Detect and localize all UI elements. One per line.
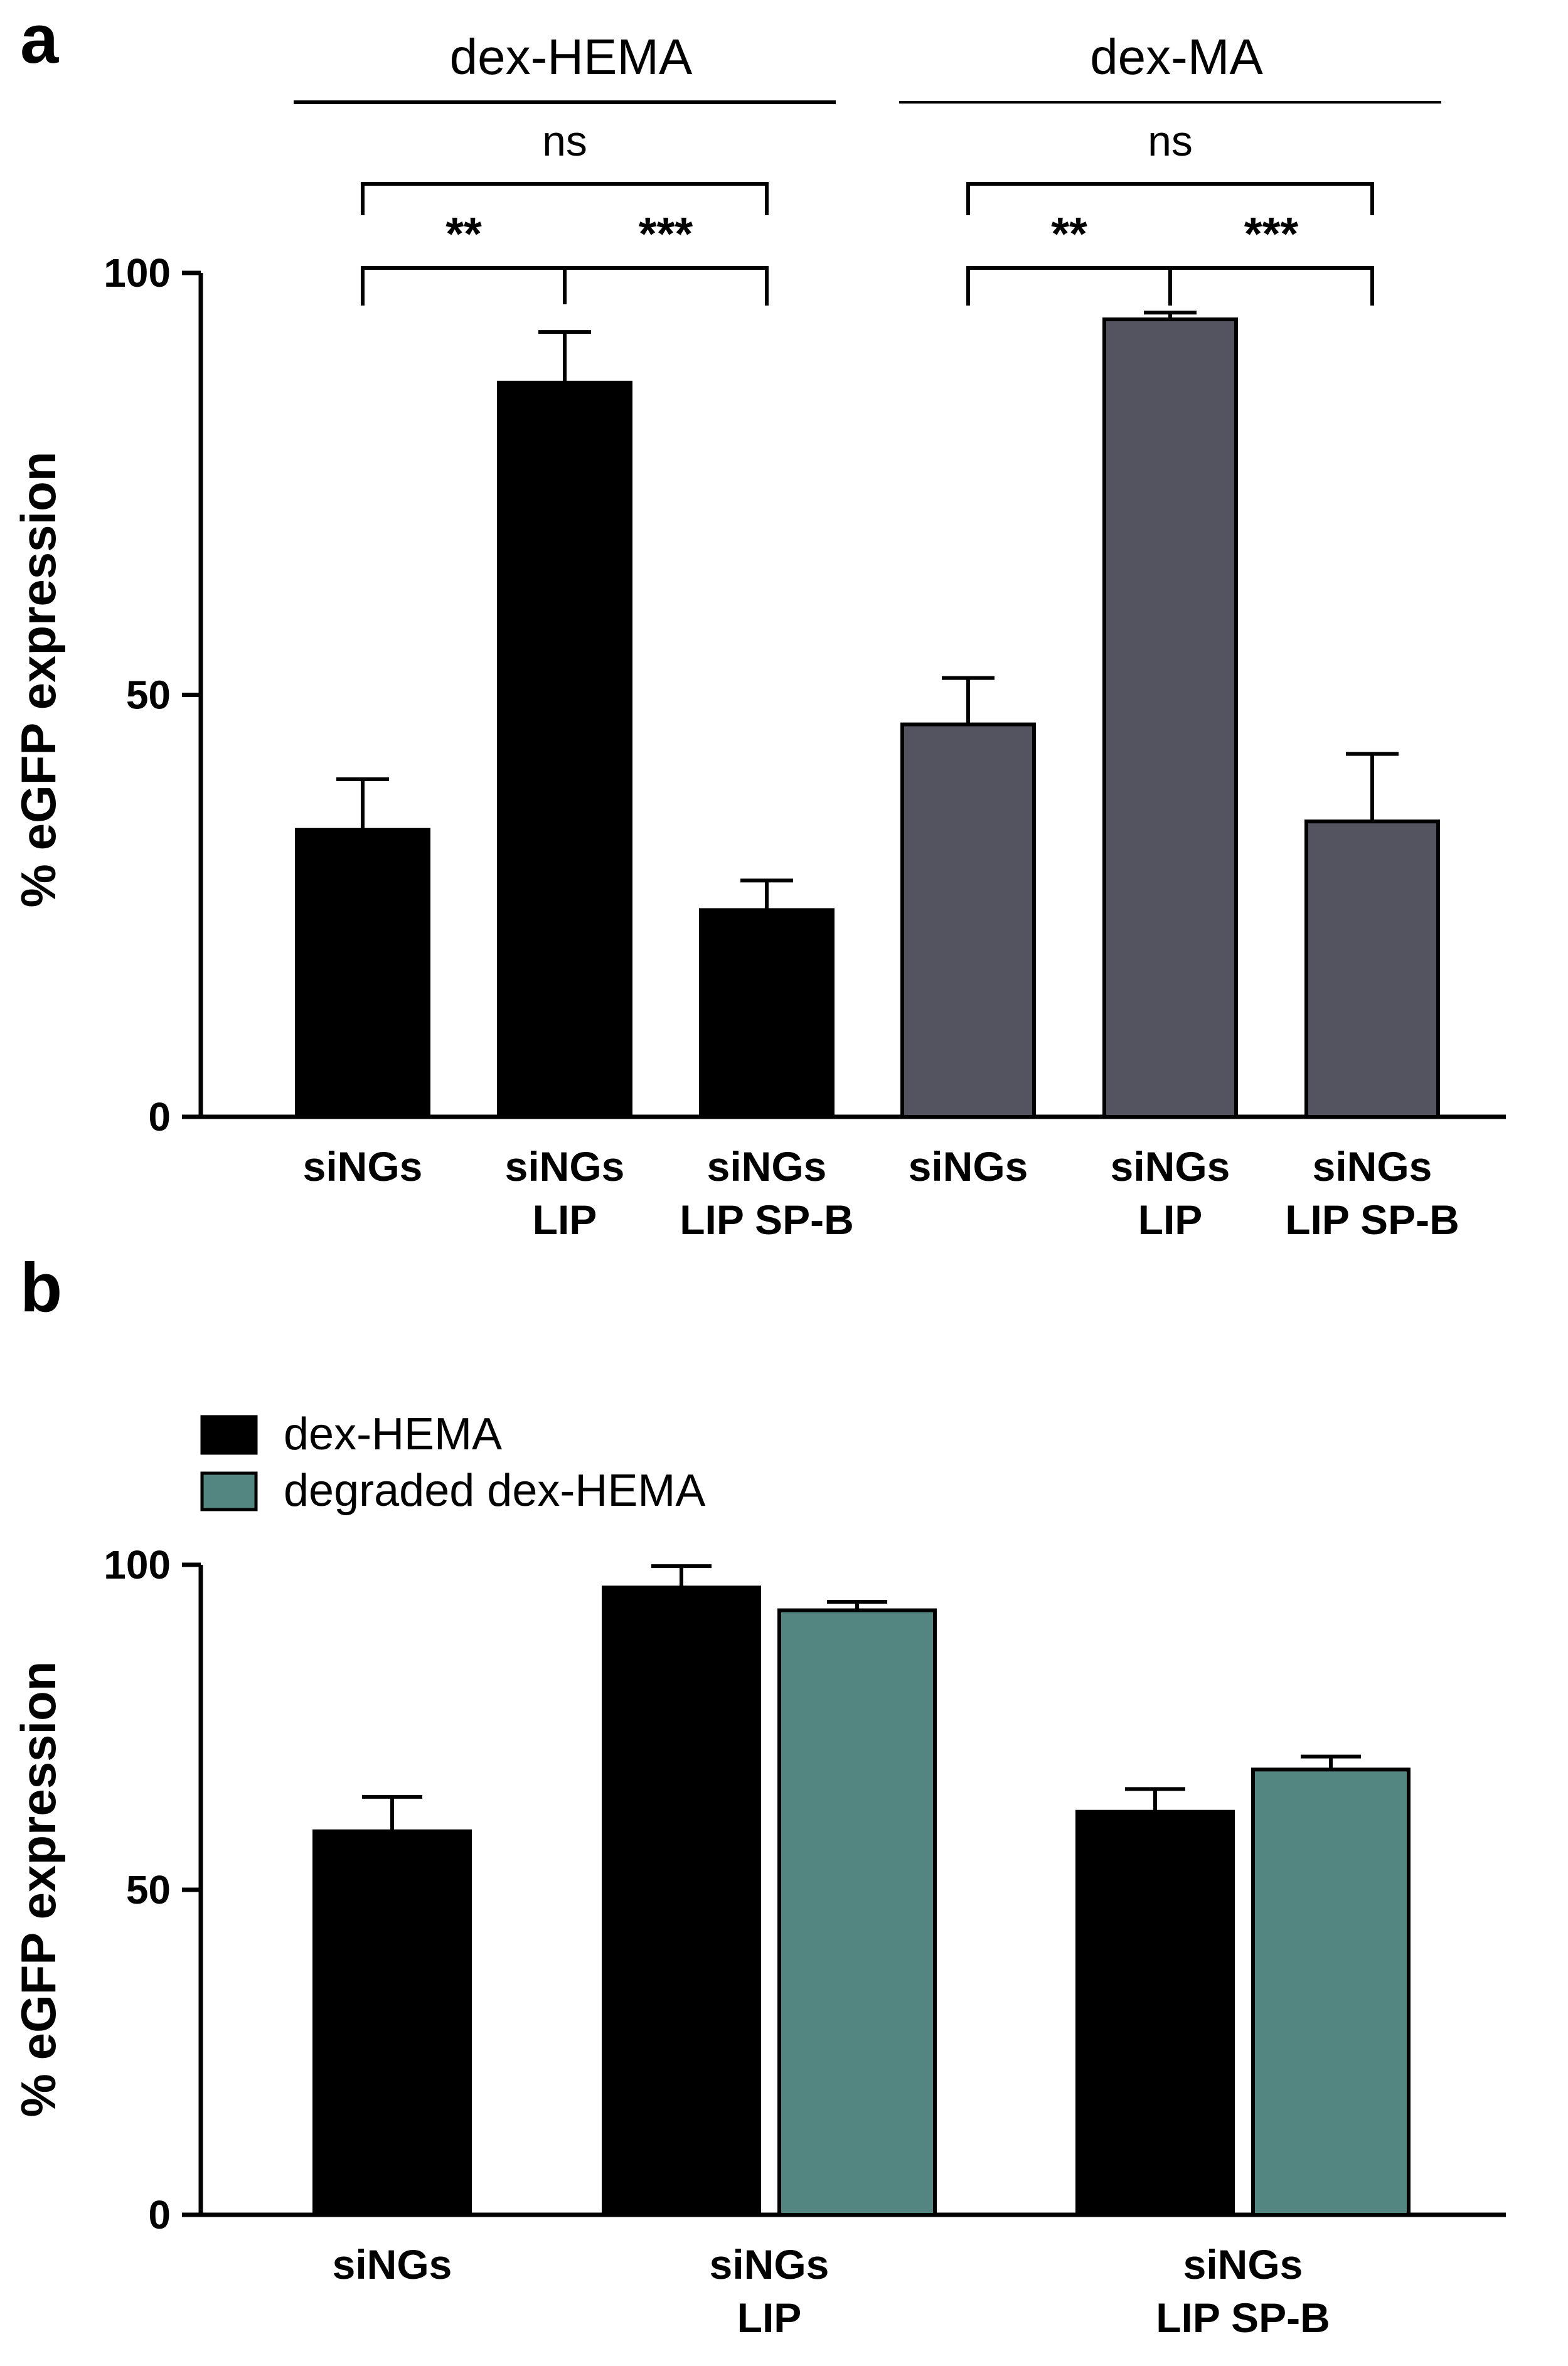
panel-b-y-axis-title: % eGFP expression [11,1661,66,2118]
panel-a-category-label: siNGs [707,1143,827,1190]
panel-a-category-label: siNGs [1313,1143,1432,1190]
panel-a-sig-left-label: ** [445,208,482,260]
panel-b-category-label: siNGs [1183,2241,1303,2288]
panel-a-group-label: dex-HEMA [450,29,693,85]
panel-a-y-tick-label: 50 [126,673,171,718]
panel-a-category-label: siNGs [303,1143,423,1190]
panel-a-sig-left-label: ** [1051,208,1087,260]
panel-b-category-label: siNGs [333,2241,452,2288]
panel-b-legend-label: degraded dex-HEMA [284,1466,705,1516]
panel-b-bar [602,1585,761,2217]
panel-a-bar [699,908,835,1119]
panel-a-category-label: siNGs [909,1143,1028,1190]
panel-b: b % eGFP expression 0 50 100 siNGs siNGs LIP… [11,1249,1506,2341]
panel-b-category-label: LIP [737,2294,802,2341]
panel-a-bar [497,380,632,1119]
panel-a: a % eGFP expression 0 50 100 siNGs siNGs LIP… [11,1,1506,1243]
panel-a-bar [1102,317,1238,1119]
panel-b-bar [312,1829,472,2217]
panel-a-ns-label: ns [1148,117,1193,165]
panel-b-bar [1251,1767,1411,2217]
panel-b-bar [1075,1809,1235,2217]
panel-b-legend-swatch [200,1415,258,1455]
panel-a-sig-right-label: *** [639,208,693,260]
panel-a-bar [295,828,430,1119]
panel-a-sig-right-label: *** [1244,208,1299,260]
panel-a-ns-label: ns [542,117,587,165]
panel-b-category-label: siNGs [710,2241,829,2288]
panel-b-y-tick-label: 50 [126,1867,171,1912]
panel-a-bar [1304,819,1440,1119]
panel-a-bar [900,722,1036,1119]
panel-b-legend-label: dex-HEMA [284,1409,502,1459]
panel-a-category-label: LIP SP-B [680,1196,854,1243]
panel-a-category-label: siNGs [505,1143,625,1190]
panel-a-category-label: LIP SP-B [1285,1196,1459,1243]
panel-a-letter: a [20,1,59,78]
panel-a-y-tick-label: 0 [148,1094,171,1139]
panel-a-group-label: dex-MA [1090,29,1263,85]
panel-b-y-tick-label: 0 [148,2192,171,2237]
panel-b-legend-swatch [200,1471,258,1511]
panel-a-ns-bracket [966,182,1374,215]
panel-a-category-label: siNGs [1111,1143,1230,1190]
panel-a-y-tick-label: 100 [104,250,171,296]
panel-b-y-tick-label: 100 [104,1542,171,1587]
panel-a-ns-bracket [361,182,769,215]
panel-a-category-label: LIP [533,1196,597,1243]
panel-b-category-label: LIP SP-B [1156,2294,1330,2341]
panel-a-y-axis-title: % eGFP expression [11,452,66,908]
panel-b-letter: b [20,1249,62,1326]
panel-b-bar [777,1608,937,2217]
panel-a-category-label: LIP [1138,1196,1203,1243]
